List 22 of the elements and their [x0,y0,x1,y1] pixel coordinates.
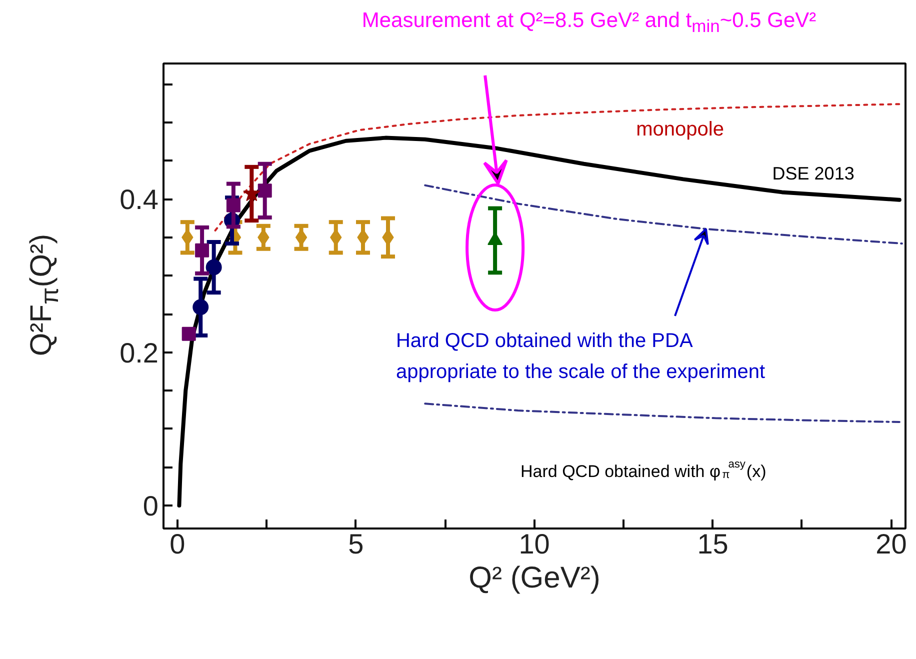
x-tick-label: 20 [876,528,907,560]
text: Measurement at Q²=8.5 GeV² and t$_{min}$~0.5 GeV² [362,8,816,38]
point [258,184,272,198]
line-series [214,103,900,232]
y-tick-label: 0.2 [120,337,159,368]
x-tick-label: 10 [518,528,550,560]
y-tick-label: 0 [142,490,159,522]
point [206,259,222,276]
point [192,299,209,316]
x-tick-label: 0 [170,528,186,560]
x-tick-label: 5 [348,528,364,560]
line-series [424,402,900,424]
y-tick-label: 0.4 [120,184,159,216]
line-series [424,184,903,245]
point [182,326,196,341]
x-tick-label: 15 [697,528,728,560]
annotation: monopole [636,118,724,140]
annotation: Hard QCD obtained with the PDA appropriate to the scale of the experiment [396,330,766,383]
annotation: DSE 2013 [772,164,854,184]
point [226,198,240,212]
x-axis-title: Q² (GeV²) [468,562,600,594]
point [195,243,210,258]
